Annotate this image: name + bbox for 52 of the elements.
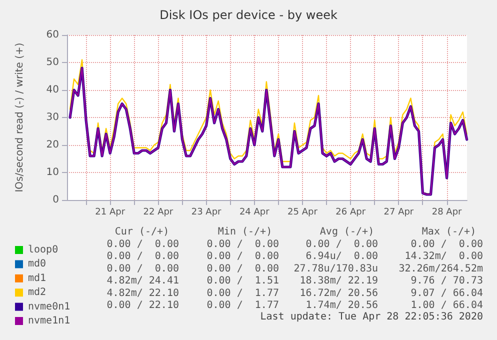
x-tick-label: 22 Apr — [143, 208, 174, 218]
text: 0.00 / 22.10 — [106, 300, 179, 311]
x-tick-label: 26 Apr — [336, 208, 366, 218]
text: 0.00 / 1.77 — [206, 300, 279, 311]
text: Min (-/+) — [218, 226, 272, 238]
y-axis-title: IOs/second read (-) / write (+) — [14, 42, 26, 192]
text: 4.82m/ 24.41 — [106, 276, 179, 287]
text: Cur (-/+) — [114, 226, 170, 238]
text: 0.00 / 0.00 — [106, 251, 179, 262]
text: 0.00 / 0.00 — [206, 239, 279, 250]
y-tick-label: 0 — [52, 194, 59, 206]
text: 32.26m/264.52m — [398, 263, 483, 274]
legend-label: loop0 — [28, 244, 58, 256]
text: 16.72m/ 20.56 — [300, 288, 378, 299]
text: 0.00 / 0.00 — [106, 263, 179, 274]
legend-label: md1 — [28, 272, 46, 284]
x-tick-label: 23 Apr — [191, 208, 222, 218]
x-tick-label: 28 Apr — [432, 208, 462, 218]
text: 1.00 / 66.04 — [410, 300, 483, 311]
text: 0.00 / 0.00 — [206, 251, 279, 262]
text: 0.00 / 1.51 — [206, 276, 279, 287]
x-tick-label: 21 Apr — [95, 208, 126, 218]
text: 18.38m/ 22.19 — [300, 276, 378, 287]
legend-label: md2 — [28, 287, 46, 298]
x-tick-label: 27 Apr — [384, 208, 414, 218]
text: 1.74m/ 20.56 — [306, 300, 378, 311]
text: Max (-/+) — [422, 226, 476, 238]
chart-title: Disk IOs per device - by week — [160, 8, 338, 22]
legend-label: md0 — [28, 258, 46, 270]
text: 6.94u/ 0.00 — [306, 251, 378, 262]
text: 0.00 / 0.00 — [106, 239, 179, 250]
text: 0.00 / 1.77 — [206, 288, 279, 299]
text: Last update: Tue Apr 28 22:05:36 2020 — [260, 312, 483, 322]
text: Avg (-/+) — [320, 226, 374, 238]
text: 4.82m/ 22.10 — [106, 288, 179, 299]
y-tick-label: 30 — [46, 112, 59, 123]
x-tick-label: 25 Apr — [288, 208, 318, 218]
y-tick-label: 40 — [46, 84, 59, 96]
text: 14.32m/ 0.00 — [404, 251, 483, 262]
text: 0.00 / 0.00 — [410, 239, 483, 250]
legend-label: nvme1n1 — [28, 316, 70, 326]
text: 0.00 / 0.00 — [206, 263, 279, 274]
y-tick-label: 20 — [46, 140, 59, 150]
text: 9.07 / 66.04 — [410, 288, 483, 299]
text: 27.78u/170.83u — [294, 263, 378, 274]
text: 9.76 / 70.73 — [410, 276, 483, 287]
y-tick-label: 60 — [46, 30, 59, 40]
text: 0.00 / 0.00 — [306, 239, 378, 250]
x-tick-label: 24 Apr — [239, 208, 270, 218]
y-tick-label: 10 — [46, 167, 59, 178]
y-tick-label: 50 — [46, 57, 59, 68]
legend-label: nvme0n1 — [28, 301, 70, 312]
